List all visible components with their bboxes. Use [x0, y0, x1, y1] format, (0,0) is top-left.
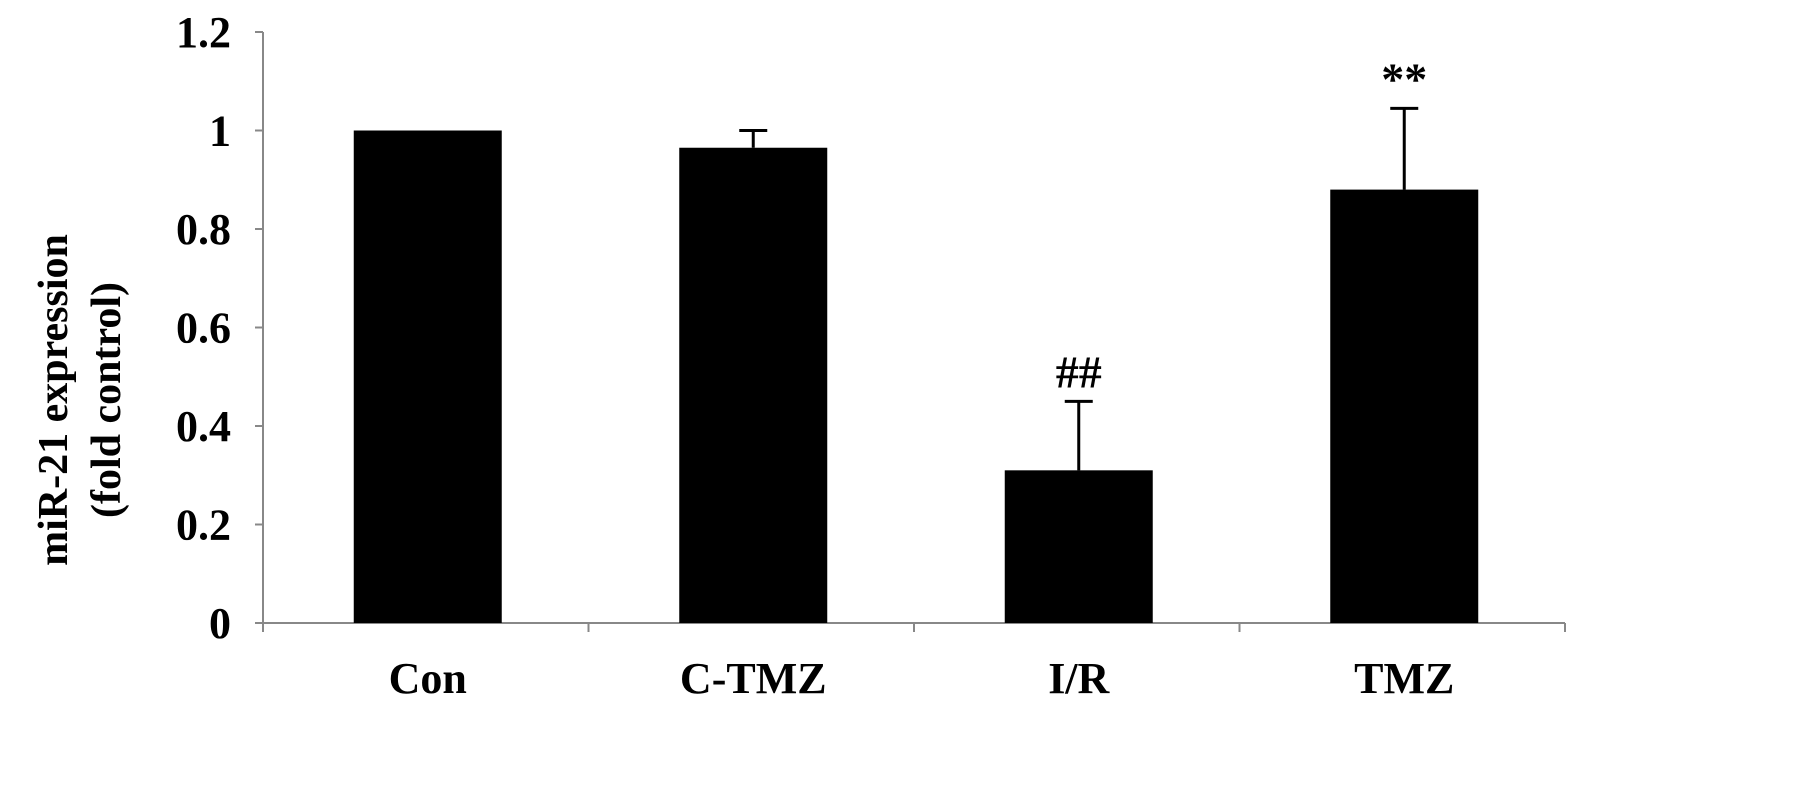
- y-tick-label: 1: [209, 107, 231, 156]
- x-category-label: C-TMZ: [680, 654, 827, 703]
- y-tick-label: 0.6: [176, 304, 231, 353]
- y-axis-title-line-1: miR-21 expression: [31, 234, 77, 566]
- y-tick-label: 0.2: [176, 501, 231, 550]
- significance-label: **: [1381, 53, 1427, 104]
- plot-area: 0 0.2 0.4 0.6 0.8 1 1.2 Con C-TMZ ## I/R ** TMZ: [176, 8, 1566, 703]
- bar: [1330, 189, 1479, 623]
- x-category-label: I/R: [1048, 654, 1110, 703]
- y-tick-label: 0: [209, 599, 231, 648]
- bar: [679, 147, 828, 624]
- bar: [353, 130, 502, 623]
- y-tick-label: 0.8: [176, 205, 231, 254]
- x-category-label: TMZ: [1354, 654, 1454, 703]
- y-axis-title-line-2: (fold control): [84, 282, 130, 518]
- y-tick-label: 0.4: [176, 402, 231, 451]
- significance-label: ##: [1056, 346, 1102, 397]
- x-category-label: Con: [389, 654, 467, 703]
- y-tick-label: 1.2: [176, 8, 231, 57]
- bar: [1004, 470, 1153, 623]
- y-axis-title: miR-21 expression (fold control): [31, 234, 130, 566]
